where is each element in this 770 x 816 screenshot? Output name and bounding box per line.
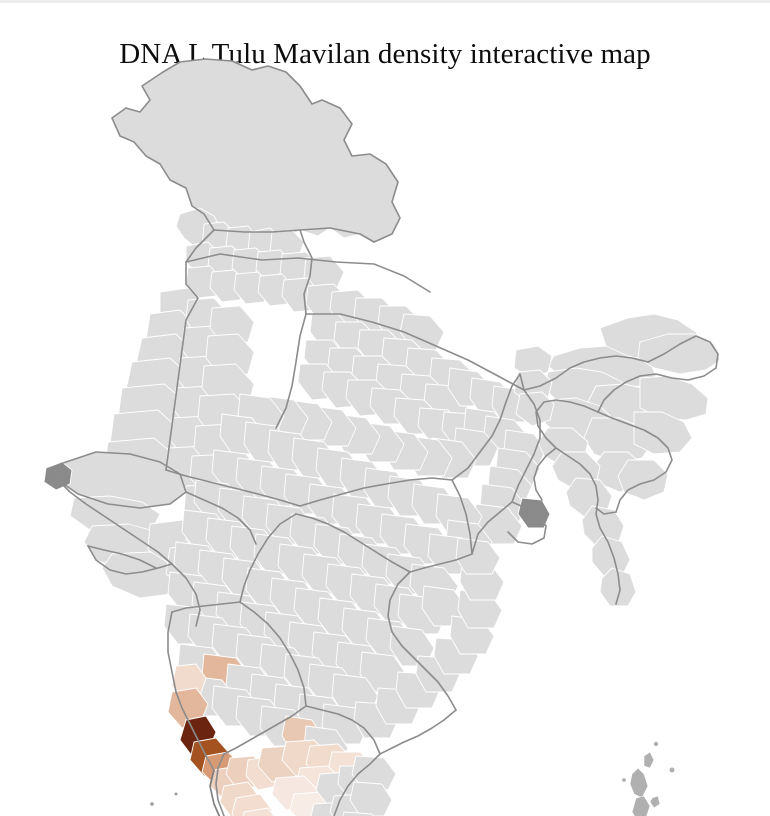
top-edge-strip [0,0,770,3]
andaman-nicobar-islands [621,741,676,816]
national-outline [210,770,320,816]
district-area [638,334,720,374]
district-area [514,346,552,378]
india-district-choropleth-svg[interactable] [0,56,770,816]
district-area [350,782,392,816]
district-area [618,460,668,500]
district-area [352,756,396,790]
district-area [340,812,382,816]
district-layer[interactable] [44,59,720,816]
district-area [600,568,636,606]
district-area [634,412,692,454]
state-boundary-layer [58,59,718,816]
district-area [240,808,280,816]
map-canvas[interactable] [0,56,770,816]
district-area [516,392,554,426]
district-area [456,538,500,574]
district-area [112,59,400,242]
lakshadweep-islands [149,791,179,807]
